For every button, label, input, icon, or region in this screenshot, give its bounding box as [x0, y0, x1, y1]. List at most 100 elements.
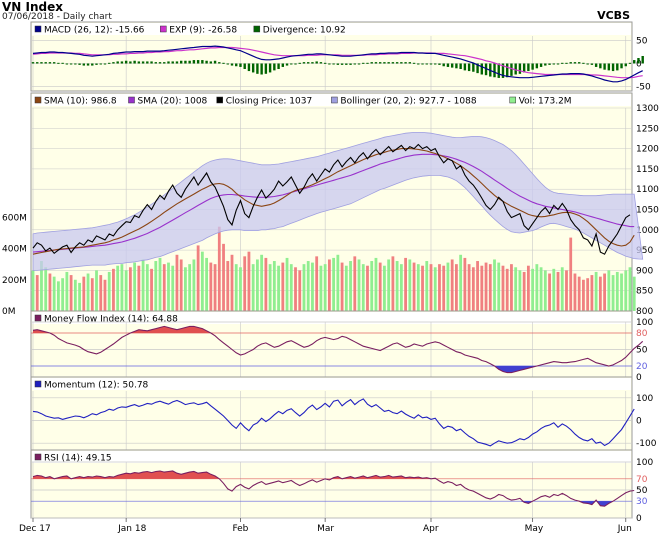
volume-bar	[374, 257, 378, 311]
divergence-bar	[78, 63, 81, 65]
volume-bar	[573, 273, 577, 311]
y-tick-label: 30	[636, 497, 648, 507]
volume-bar	[421, 265, 424, 311]
legend-label: RSI (14): 49.15	[44, 454, 112, 464]
y-tick-label: 1000	[636, 226, 659, 236]
volume-bar	[624, 270, 628, 311]
legend-strip	[32, 23, 631, 35]
divergence-bar	[446, 63, 450, 67]
legend-swatch	[509, 96, 516, 104]
rsi-line	[32, 470, 635, 507]
divergence-bar	[150, 61, 153, 64]
divergence-bar	[633, 60, 636, 64]
divergence-bar	[357, 63, 361, 65]
x-tick-label: Feb	[232, 524, 248, 534]
divergence-bar	[82, 63, 86, 66]
y-tick-label: 800	[636, 307, 653, 317]
divergence-bar	[235, 63, 238, 67]
legend-label: SMA (20): 1008	[138, 97, 208, 107]
volume-bar	[404, 257, 407, 311]
volume-bar	[217, 226, 221, 311]
divergence-bar	[103, 63, 107, 65]
divergence-bar	[273, 63, 276, 71]
y-tick-label: -50	[636, 82, 651, 92]
volume-bar	[264, 257, 268, 311]
divergence-bar	[57, 62, 60, 64]
divergence-bar	[582, 62, 585, 64]
legend-strip	[32, 378, 631, 390]
volume-tick-label: 600M	[2, 213, 27, 223]
y-tick-label: 0	[636, 60, 642, 70]
volume-bar	[611, 275, 615, 311]
divergence-bar	[624, 63, 627, 67]
volume-bar	[463, 257, 467, 311]
divergence-bar	[565, 62, 568, 64]
divergence-bar	[69, 63, 73, 65]
volume-bar	[31, 270, 35, 311]
divergence-bar	[531, 63, 534, 70]
volume-bar	[302, 264, 306, 311]
volume-bar	[171, 265, 175, 311]
divergence-bar	[616, 63, 619, 71]
volume-bar	[294, 267, 297, 311]
divergence-bar	[196, 60, 200, 64]
volume-bar	[569, 237, 573, 311]
volume-bar	[366, 265, 369, 311]
divergence-bar	[137, 61, 141, 64]
y-tick-label: 0	[636, 417, 642, 427]
volume-bar	[429, 264, 433, 311]
volume-bar	[175, 254, 179, 311]
volume-bar	[446, 262, 450, 311]
volume-bar	[543, 270, 547, 311]
divergence-bar	[628, 62, 632, 64]
volume-bar	[188, 264, 192, 311]
volume-bar	[319, 265, 323, 311]
divergence-bar	[637, 58, 640, 64]
divergence-bar	[298, 62, 301, 64]
divergence-bar	[400, 62, 403, 64]
divergence-bar	[340, 63, 344, 65]
bollinger-band	[32, 131, 644, 271]
volume-bar	[455, 264, 458, 311]
y-tick-label: 1200	[636, 145, 659, 155]
volume-bar	[52, 276, 56, 311]
legend-label: Money Flow Index (14): 64.88	[44, 315, 178, 325]
volume-bar	[95, 270, 98, 311]
volume-bar	[590, 275, 594, 311]
divergence-bar	[472, 63, 475, 72]
divergence-bar	[611, 63, 615, 72]
volume-bar	[167, 262, 170, 311]
divergence-bar	[192, 60, 196, 64]
volume-bar	[82, 276, 86, 311]
volume-bar	[99, 275, 103, 311]
volume-bar	[78, 282, 81, 311]
volume-bar	[69, 275, 73, 311]
divergence-bar	[129, 61, 132, 64]
divergence-bar	[307, 62, 310, 64]
overbought-area	[33, 471, 635, 479]
sma20-line	[32, 153, 635, 253]
volume-bar	[234, 264, 238, 311]
divergence-bar	[374, 62, 378, 64]
divergence-bar	[247, 63, 251, 72]
volume-bar	[560, 267, 564, 311]
volume-bar	[433, 267, 437, 311]
volume-bar	[103, 279, 107, 311]
volume-bar	[251, 264, 255, 311]
volume-bar	[260, 254, 264, 311]
divergence-bar	[510, 63, 513, 76]
volume-bar	[256, 259, 259, 311]
divergence-bar	[539, 63, 543, 67]
divergence-bar	[345, 63, 348, 65]
volume-bar	[484, 262, 488, 311]
volume-bar	[298, 270, 302, 311]
volume-bar	[349, 261, 352, 311]
legend-label: SMA (10): 986.8	[44, 97, 117, 107]
divergence-bar	[353, 63, 356, 65]
volume-bar	[628, 267, 632, 311]
divergence-bar	[31, 62, 35, 64]
y-tick-label: 50	[636, 346, 648, 356]
volume-bar	[272, 261, 276, 311]
x-tick-label: Jan 18	[117, 524, 146, 534]
divergence-bar	[336, 63, 340, 65]
